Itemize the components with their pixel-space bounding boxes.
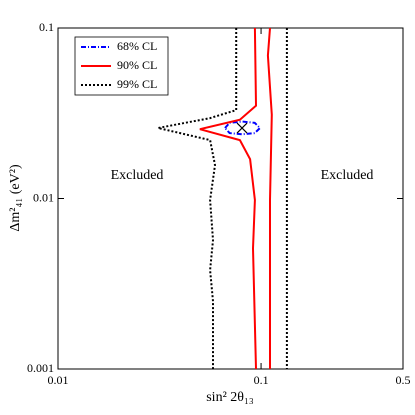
- annotation: Excluded: [111, 168, 164, 183]
- contour-line: [199, 27, 273, 370]
- x-tick-label: 0.01: [48, 373, 69, 387]
- x-axis-label: sin² 2θ₁₃: [206, 390, 254, 405]
- y-tick-label: 0.01: [33, 190, 54, 204]
- y-axis-label: Δm²₄₁ (eV²): [8, 164, 23, 232]
- y-tick-label: 0.1: [39, 20, 54, 34]
- contour-line: [157, 28, 288, 369]
- legend-label: 99% CL: [117, 77, 157, 91]
- x-tick-label: 0.5: [396, 373, 411, 387]
- legend-label: 68% CL: [117, 39, 157, 53]
- legend-label: 90% CL: [117, 58, 157, 72]
- best-fit-marker: [236, 122, 248, 134]
- y-tick-label: 0.001: [27, 361, 54, 375]
- annotation: Excluded: [321, 168, 374, 183]
- contour-line: [224, 120, 262, 136]
- x-tick-label: 0.1: [254, 373, 269, 387]
